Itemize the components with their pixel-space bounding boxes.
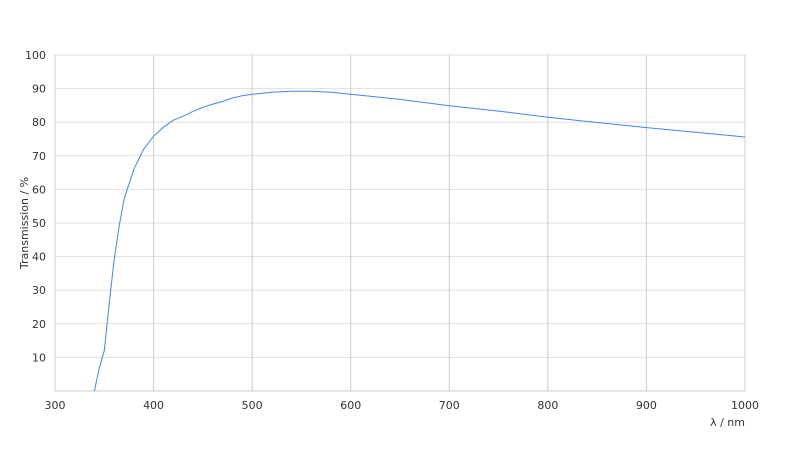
y-tick-label: 30 bbox=[32, 284, 46, 297]
x-tick-label: 400 bbox=[143, 399, 164, 412]
tick-labels: 10 20 30 40 50 60 70 80 90 100 300 400 500 600 700 800 9… bbox=[25, 49, 759, 412]
series-line bbox=[93, 90, 746, 392]
y-tick-label: 50 bbox=[32, 217, 46, 230]
y-tick-label: 10 bbox=[32, 351, 46, 364]
grid bbox=[54, 54, 746, 392]
x-axis-label: λ / nm bbox=[710, 416, 745, 429]
y-axis-label: Transmission / % bbox=[18, 177, 31, 270]
x-tick-label: 800 bbox=[537, 399, 558, 412]
y-tick-label: 90 bbox=[32, 83, 46, 96]
x-tick-label: 300 bbox=[45, 399, 66, 412]
y-tick-label: 20 bbox=[32, 318, 46, 331]
x-tick-label: 900 bbox=[636, 399, 657, 412]
y-tick-label: 70 bbox=[32, 150, 46, 163]
x-tick-label: 600 bbox=[340, 399, 361, 412]
x-tick-label: 500 bbox=[242, 399, 263, 412]
y-tick-label: 100 bbox=[25, 49, 46, 62]
x-tick-label: 700 bbox=[439, 399, 460, 412]
x-tick-label: 1000 bbox=[731, 399, 759, 412]
y-tick-label: 80 bbox=[32, 116, 46, 129]
y-tick-label: 40 bbox=[32, 251, 46, 264]
y-tick-label: 60 bbox=[32, 183, 46, 196]
